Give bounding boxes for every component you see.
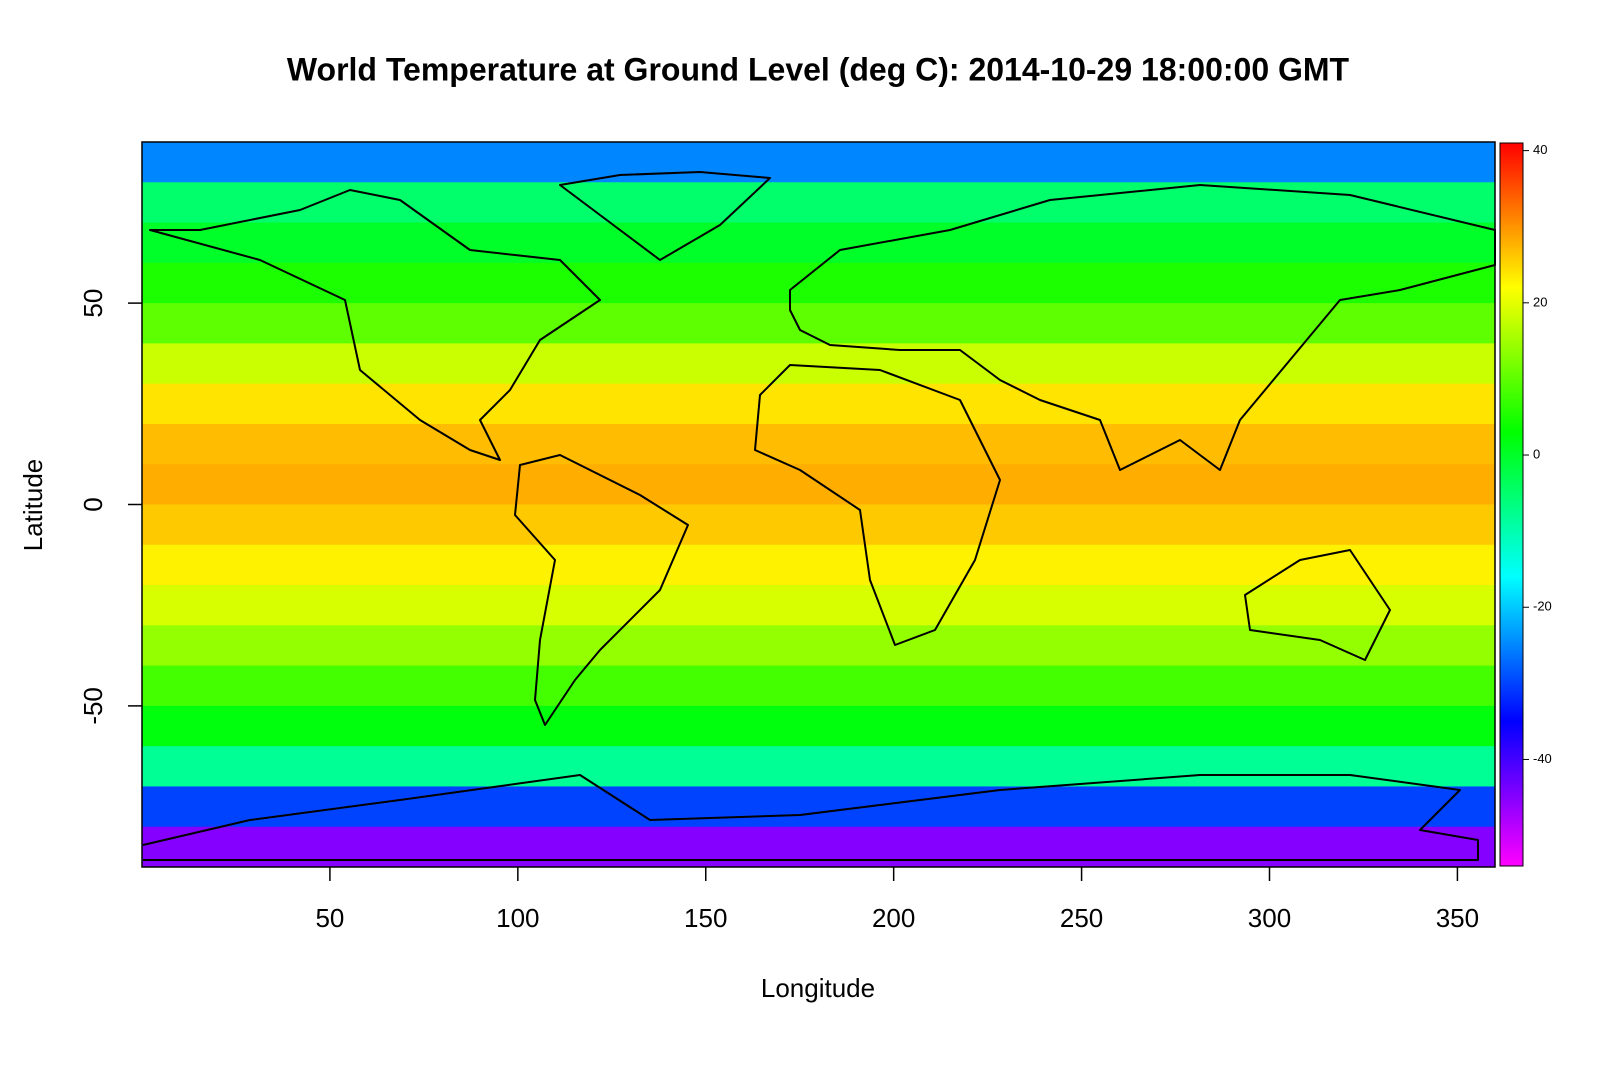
colorbar-tick-label: -20 xyxy=(1533,599,1552,614)
x-tick-label: 150 xyxy=(684,903,727,933)
temperature-band xyxy=(142,343,1495,385)
y-tick-label: 0 xyxy=(78,497,108,511)
coastline xyxy=(789,184,1496,471)
coastlines xyxy=(142,171,1496,861)
x-tick-label: 200 xyxy=(872,903,915,933)
y-tick-label: -50 xyxy=(78,687,108,725)
colorbar-tick-label: -40 xyxy=(1533,751,1552,766)
temperature-band xyxy=(142,182,1495,224)
chart-title: World Temperature at Ground Level (deg C… xyxy=(287,51,1350,87)
x-tick-label: 250 xyxy=(1060,903,1103,933)
temperature-band xyxy=(142,423,1495,465)
temperature-band xyxy=(142,262,1495,304)
temperature-band xyxy=(142,665,1495,707)
temperature-band xyxy=(142,625,1495,667)
y-axis-label: Latitude xyxy=(18,459,48,552)
heatmap xyxy=(142,142,1495,868)
coastline xyxy=(149,189,601,461)
temperature-band xyxy=(142,786,1495,828)
coastline xyxy=(559,171,771,261)
colorbar-tick-label: 40 xyxy=(1533,142,1547,157)
colorbar-tick-label: 0 xyxy=(1533,446,1540,461)
y-tick-label: 50 xyxy=(78,289,108,318)
temperature-band xyxy=(142,504,1495,546)
temperature-band xyxy=(142,303,1495,344)
temperature-band xyxy=(142,746,1495,787)
x-tick-label: 300 xyxy=(1248,903,1291,933)
coastline xyxy=(754,364,1001,646)
temperature-band xyxy=(142,142,1495,183)
coastline xyxy=(1244,549,1391,661)
x-tick-label: 350 xyxy=(1436,903,1479,933)
temperature-band xyxy=(142,464,1495,505)
colorbar-tick-label: 20 xyxy=(1533,294,1547,309)
temperature-band xyxy=(142,383,1495,425)
colorbar xyxy=(1499,142,1524,867)
x-axis-label: Longitude xyxy=(761,973,875,1003)
temperature-band xyxy=(142,222,1495,264)
coastline xyxy=(514,454,689,726)
temperature-band xyxy=(142,826,1495,868)
x-tick-label: 100 xyxy=(496,903,539,933)
coastline xyxy=(142,774,1479,861)
x-tick-label: 50 xyxy=(315,903,344,933)
temperature-band xyxy=(142,705,1495,747)
temperature-band xyxy=(142,585,1495,626)
